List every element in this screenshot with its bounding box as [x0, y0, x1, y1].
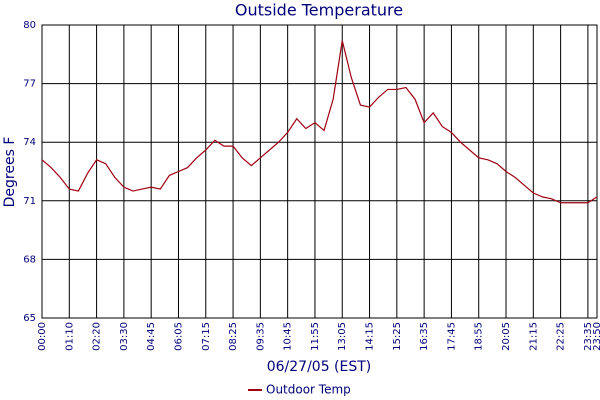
x-tick-label: 04:45	[146, 322, 157, 351]
x-tick-label: 18:55	[474, 322, 485, 351]
x-tick-label: 13:05	[337, 322, 348, 351]
x-tick-label: 20:05	[501, 322, 512, 351]
y-tick-label: 68	[23, 254, 36, 265]
legend-label: Outdoor Temp	[266, 383, 351, 397]
y-tick-label: 71	[23, 196, 36, 207]
x-tick-label: 16:35	[419, 322, 430, 351]
x-tick-label: 10:45	[283, 322, 294, 351]
x-tick-label: 14:15	[365, 322, 376, 351]
x-tick-label: 23:50	[592, 322, 600, 351]
y-tick-label: 80	[23, 20, 36, 31]
x-tick-label: 21:15	[528, 322, 539, 351]
x-tick-label: 00:00	[37, 322, 48, 351]
x-tick-label: 22:25	[556, 322, 567, 351]
y-tick-label: 77	[23, 79, 36, 90]
data-line	[41, 40, 598, 204]
x-tick-label: 23:35	[583, 322, 594, 351]
x-tick-label: 17:45	[446, 322, 457, 351]
x-tick-label: 02:20	[92, 322, 103, 351]
x-tick-label: 09:35	[255, 322, 266, 351]
y-axis-title: Degrees F	[2, 137, 18, 208]
y-tick-label: 65	[23, 313, 36, 324]
x-tick-label: 06:05	[173, 322, 184, 351]
x-tick-label: 07:15	[201, 322, 212, 351]
x-tick-label: 01:10	[64, 322, 75, 351]
x-tick-label: 11:55	[310, 322, 321, 351]
x-tick-label: 08:25	[228, 322, 239, 351]
x-tick-label: 15:25	[392, 322, 403, 351]
x-axis-title: 06/27/05 (EST)	[267, 359, 372, 375]
x-tick-label: 03:30	[119, 322, 130, 351]
y-tick-label: 74	[23, 137, 36, 148]
chart-title: Outside Temperature	[235, 1, 403, 20]
